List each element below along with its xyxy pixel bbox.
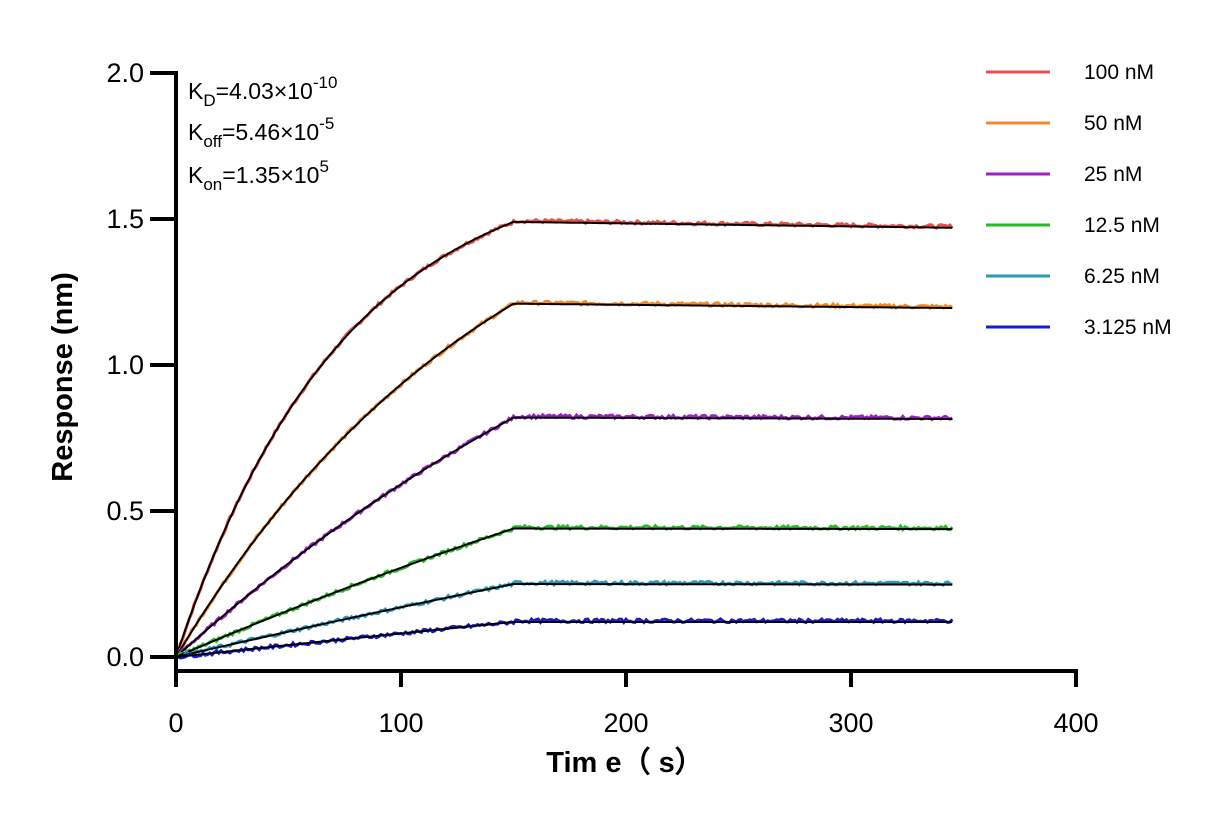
x-axis-title: Tim e（ s） (546, 746, 703, 779)
x-tick-label: 0 (168, 708, 183, 738)
series-line-3-125-nM (175, 616, 954, 660)
legend-label: 12.5 nM (1084, 214, 1160, 237)
series-line-100-nM (174, 217, 954, 658)
series-line-12-5-nM (175, 523, 954, 659)
legend-label: 50 nM (1084, 112, 1142, 135)
fit-line-6-25-nM (175, 583, 953, 658)
y-tick-label: 0.5 (106, 496, 144, 526)
fit-line-100-nM (175, 220, 953, 658)
legend: 100 nM 50 nM 25 nM 12.5 nM 6.25 nM 3.125 nM (986, 61, 1172, 339)
y-tick-label: 1.0 (106, 350, 144, 380)
fit-line-50-nM (175, 302, 953, 658)
x-tick-label: 100 (378, 708, 423, 738)
x-tick-label: 200 (603, 708, 648, 738)
y-tick-label: 2.0 (106, 58, 144, 88)
fit-line-12-5-nM (175, 527, 953, 658)
ticks-layer: 0 100 200 300 400 0.0 0.5 1.0 1.5 2.0 (106, 58, 1098, 738)
fit-line-25-nM (175, 416, 953, 658)
legend-label: 25 nM (1084, 163, 1142, 186)
y-axis-title: Response (nm) (47, 272, 79, 481)
legend-label: 6.25 nM (1084, 265, 1160, 288)
kinetic-constant-kon: Kon=1.35×105 (188, 157, 329, 194)
legend-label: 100 nM (1084, 61, 1154, 84)
y-tick-label: 0.0 (106, 642, 144, 672)
axes-layer (174, 71, 1078, 673)
legend-label: 3.125 nM (1084, 316, 1172, 339)
kinetic-constant-koff: Koff=5.46×10-5 (188, 114, 334, 151)
x-tick-label: 300 (828, 708, 873, 738)
kinetic-constant-kd: KD=4.03×10-10 (188, 73, 337, 110)
curves-layer (174, 217, 954, 660)
x-tick-label: 400 (1053, 708, 1098, 738)
series-line-50-nM (174, 299, 953, 658)
series-line-6-25-nM (175, 579, 953, 659)
y-tick-label: 1.5 (106, 204, 144, 234)
fit-line-3-125-nM (175, 621, 953, 658)
kinetics-annotation: KD=4.03×10-10 Koff=5.46×10-5 Kon=1.35×105 (188, 73, 337, 194)
